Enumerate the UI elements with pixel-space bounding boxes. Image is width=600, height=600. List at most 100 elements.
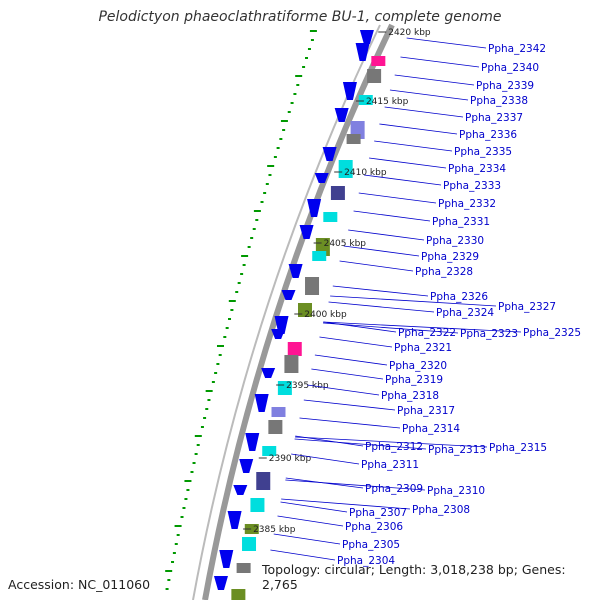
leader-line [291, 453, 360, 465]
gene-label: Ppha_2325 [523, 327, 581, 339]
leader-line [277, 515, 344, 527]
leader-line [339, 260, 414, 272]
gene-block [268, 420, 283, 434]
gene-arrow [245, 433, 260, 451]
gc-skew-mark [167, 579, 171, 581]
backbone-inner [192, 24, 381, 600]
gene-label: Ppha_2339 [476, 80, 534, 92]
gene-label: Ppha_2310 [427, 485, 485, 497]
gc-skew-mark [241, 255, 249, 257]
gene-label: Ppha_2330 [426, 235, 484, 247]
leader-line [394, 74, 475, 86]
gc-skew-mark [267, 165, 275, 167]
leader-line [295, 436, 488, 448]
leader-line [328, 301, 435, 313]
gc-skew-mark [296, 84, 300, 86]
gene-arrow [227, 511, 242, 529]
gene-arrow [299, 225, 314, 239]
gene-label: Ppha_2320 [389, 360, 447, 372]
map-title: Pelodictyon phaeoclathratiforme BU-1, co… [98, 9, 502, 25]
gc-skew-mark [273, 156, 277, 158]
leader-line [294, 438, 427, 450]
kbp-tick-label: 2415 kbp [366, 97, 409, 107]
leader-line [330, 295, 497, 307]
gc-skew-mark [194, 435, 202, 437]
kbp-tick-label: 2385 kbp [253, 525, 296, 535]
gc-skew-mark [205, 390, 213, 392]
gc-skew-mark [196, 444, 200, 446]
kbp-tick-label: 2400 kbp [304, 310, 347, 320]
leader-line [406, 37, 487, 49]
leader-line [307, 384, 380, 396]
gc-skew-mark [165, 570, 173, 572]
gene-label: Ppha_2321 [394, 342, 452, 354]
gc-skew-mark [290, 102, 294, 104]
gc-skew-mark [260, 201, 264, 203]
gene-block [287, 342, 302, 356]
gene-arrow [261, 368, 276, 378]
gene-block [323, 212, 338, 222]
gene-label: Ppha_2328 [415, 266, 473, 278]
kbp-ticks: 2420 kbp 2415 kbp 2410 kbp 2405 kbp 2400 kbp… [243, 28, 431, 535]
gene-label: Ppha_2326 [430, 291, 488, 303]
gene-arrow [254, 394, 269, 412]
gene-label: Ppha_2314 [402, 423, 460, 435]
gene-arrow [233, 485, 248, 495]
gene-block [262, 446, 277, 456]
gc-skew-mark [174, 543, 178, 545]
leader-line [348, 229, 425, 241]
gc-skew-mark [228, 318, 232, 320]
gene-label: Ppha_2340 [481, 62, 539, 74]
gene-block [236, 563, 251, 573]
gc-skew-mark [218, 354, 222, 356]
gc-skew-mark [230, 309, 234, 311]
gene-block [358, 95, 373, 105]
gc-skew-mark [172, 552, 176, 554]
gc-skew-mark [242, 264, 246, 266]
gene-label: Ppha_2308 [412, 504, 470, 516]
leader-line [332, 285, 429, 297]
gene-arrow [355, 43, 370, 61]
kbp-tick-label: 2395 kbp [286, 381, 329, 391]
gene-label: Ppha_2315 [489, 442, 547, 454]
gene-label: Ppha_2304 [337, 555, 395, 567]
gene-block [305, 277, 320, 295]
gene-block [338, 160, 353, 178]
gc-skew-mark [184, 498, 188, 500]
gc-skew-mark [165, 588, 169, 590]
leader-line [400, 56, 480, 68]
gene-block [271, 407, 286, 417]
kbp-tick-label: 2390 kbp [269, 454, 312, 464]
gc-skew-mark [182, 507, 186, 509]
backbone-outer [202, 23, 395, 600]
leader-line [343, 245, 420, 257]
gc-skew-mark [307, 48, 311, 50]
leader-line [384, 106, 464, 118]
gc-skew-mark [255, 219, 259, 221]
gc-skew-mark [280, 120, 288, 122]
gene-label: Ppha_2306 [345, 521, 403, 533]
leader-line [379, 123, 458, 135]
leader-line [273, 533, 341, 545]
gc-skew-mark [240, 273, 244, 275]
gc-skew-mark [194, 453, 198, 455]
gene-label: Ppha_2332 [438, 198, 496, 210]
feature-track [213, 30, 386, 600]
gc-skew-mark [176, 534, 180, 536]
gc-skew-mark [186, 489, 190, 491]
leader-line [323, 322, 459, 334]
gc-skew-track [165, 30, 317, 590]
gene-label: Ppha_2338 [470, 95, 528, 107]
leader-line [285, 479, 426, 491]
gc-skew-mark [252, 228, 256, 230]
gene-block [284, 355, 299, 373]
gene-block [330, 186, 345, 200]
gc-skew-mark [223, 336, 227, 338]
gc-skew-mark [207, 399, 211, 401]
gene-label: Ppha_2322 [398, 327, 456, 339]
leader-line [323, 321, 522, 333]
gene-label: Ppha_2342 [488, 43, 546, 55]
gene-label: Ppha_2331 [432, 216, 490, 228]
gene-label: Ppha_2311 [361, 459, 419, 471]
leader-line [314, 354, 388, 366]
